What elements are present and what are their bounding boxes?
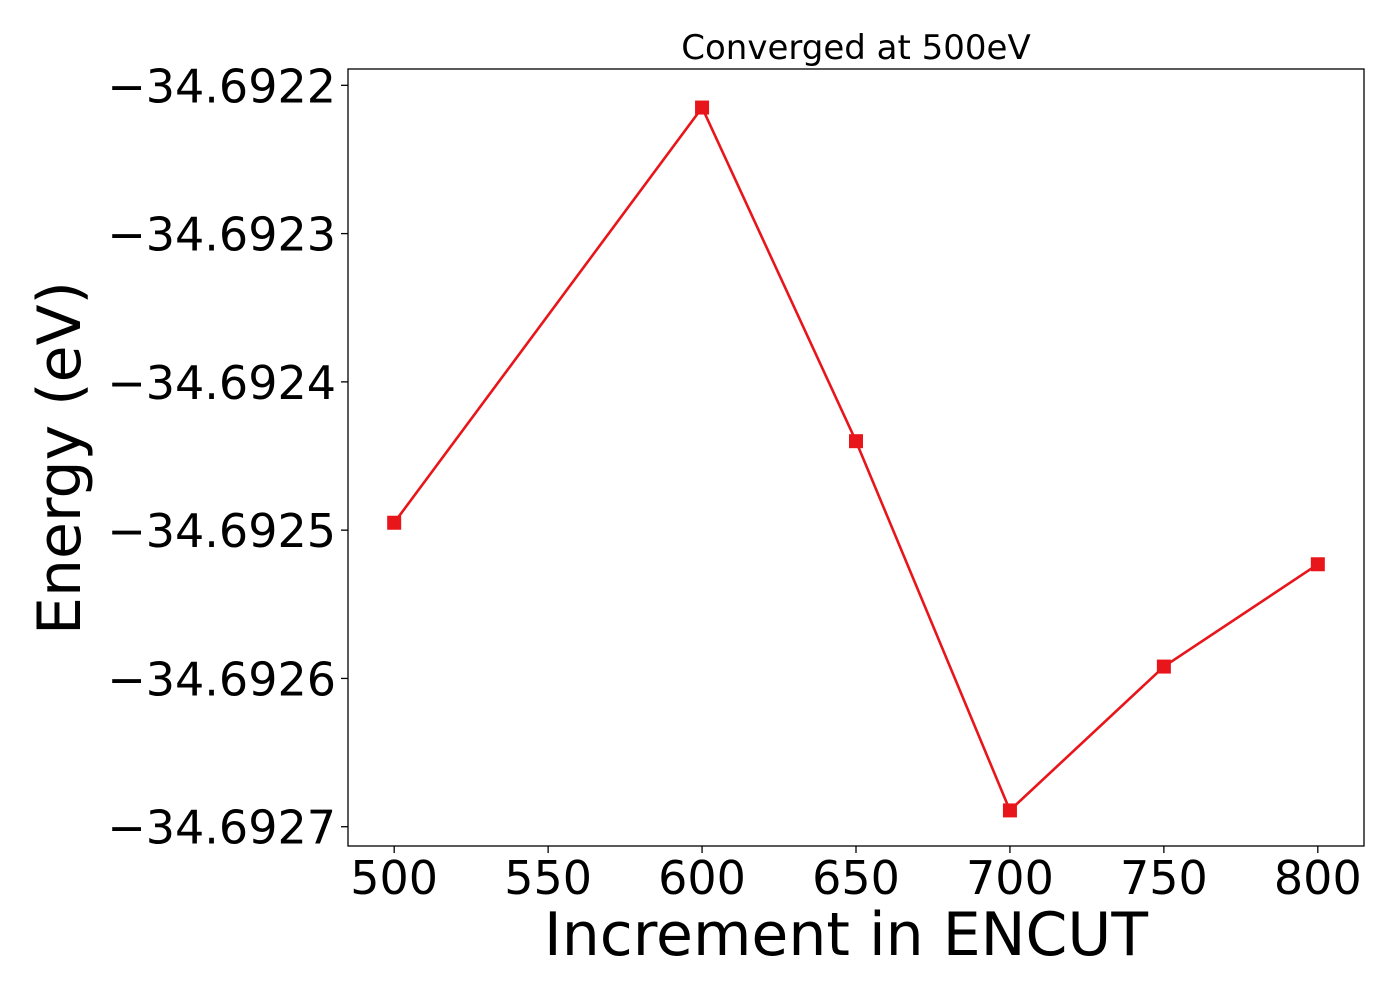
x-tick-label: 650 — [812, 851, 900, 905]
y-axis: −34.6927 −34.6926 −34.6925 −34.6924 −34.6923… — [107, 59, 348, 855]
plot-area — [387, 100, 1325, 818]
chart-title: Converged at 500eV — [681, 28, 1030, 68]
series-line — [393, 106, 1319, 812]
data-point-marker — [695, 100, 710, 115]
x-tick-label: 550 — [504, 851, 592, 905]
x-axis-label: Increment in ENCUT — [544, 900, 1148, 970]
x-tick-label: 500 — [350, 851, 438, 905]
data-point-marker — [1002, 803, 1017, 818]
y-tick-label: −34.6925 — [107, 504, 336, 558]
y-tick-label: −34.6923 — [107, 208, 336, 262]
data-point-marker — [849, 434, 863, 449]
data-point-marker — [1310, 557, 1325, 572]
y-axis-label: Energy (eV) — [25, 281, 95, 635]
y-tick-label: −34.6922 — [107, 59, 336, 113]
x-tick-label: 600 — [658, 851, 746, 905]
x-tick-label: 700 — [966, 851, 1054, 905]
y-tick-label: −34.6924 — [107, 356, 336, 410]
y-tick-label: −34.6926 — [107, 652, 336, 706]
y-tick-label: −34.6927 — [107, 801, 336, 855]
x-tick-label: 750 — [1120, 851, 1208, 905]
x-axis: 500 550 600 650 700 750 800 — [350, 846, 1362, 905]
data-point-marker — [1156, 659, 1171, 674]
x-tick-label: 800 — [1274, 851, 1362, 905]
data-point-marker — [387, 515, 402, 530]
